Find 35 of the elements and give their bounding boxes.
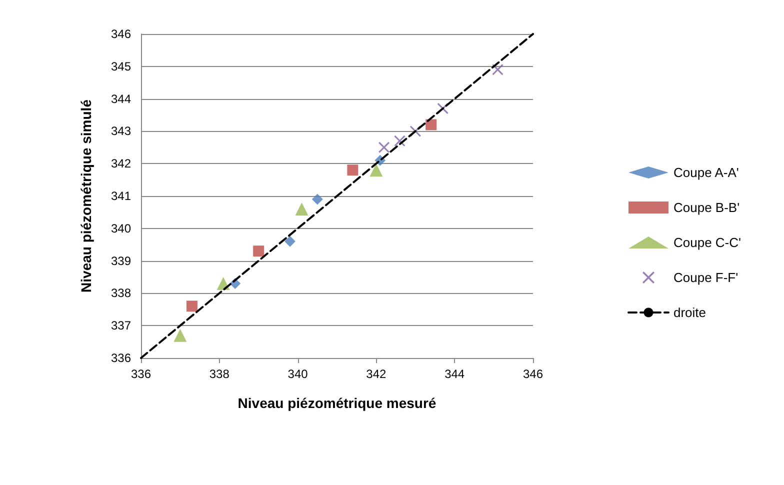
y-tick-label: 336: [110, 351, 132, 365]
x-tick-label: 346: [522, 367, 544, 381]
y-tick-label: 340: [110, 221, 132, 236]
x-tick-label: 336: [130, 367, 152, 381]
point: [253, 246, 264, 257]
x-tick-label: 338: [209, 367, 230, 381]
point: [174, 328, 187, 342]
point: [284, 236, 296, 247]
y-axis-title: Niveau piézométrique simulé: [78, 99, 94, 292]
point: [492, 64, 504, 76]
y-tick-label: 342: [110, 156, 132, 171]
y-tick-label: 337: [110, 318, 132, 333]
y-tick-label: 344: [110, 92, 132, 106]
y-tick-label: 341: [110, 189, 132, 203]
legend-label: Coupe C-C': [673, 235, 742, 250]
y-tick-label: 339: [110, 254, 132, 268]
y-tick-label: 343: [110, 124, 132, 138]
y-tick-label: 346: [110, 27, 132, 41]
y-tick-label: 338: [110, 286, 132, 300]
point: [378, 142, 390, 153]
legend-label: Coupe A-A': [673, 165, 739, 180]
point: [347, 164, 358, 176]
legend-label: Coupe B-B': [673, 200, 740, 215]
point: [426, 119, 437, 130]
point: [295, 202, 308, 216]
x-tick-label: 342: [366, 367, 387, 381]
point: [370, 164, 383, 177]
x-tick-label: 340: [288, 367, 308, 381]
legend-label: droite: [673, 305, 706, 320]
x-tick-label: 344: [444, 367, 465, 381]
legend-label: Coupe F-F': [673, 270, 738, 285]
y-tick-label: 345: [110, 59, 132, 74]
point: [312, 194, 323, 205]
point: [186, 300, 198, 312]
x-axis-title: Niveau piézométrique mesuré: [238, 395, 436, 411]
